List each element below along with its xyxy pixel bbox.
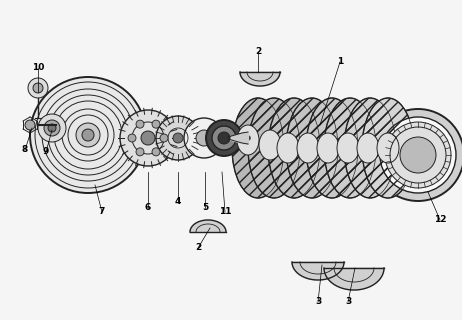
Circle shape	[385, 122, 451, 188]
Circle shape	[160, 134, 168, 142]
Circle shape	[380, 117, 456, 193]
Circle shape	[38, 114, 66, 142]
Circle shape	[76, 123, 100, 147]
Text: 6: 6	[145, 204, 151, 212]
Text: 12: 12	[434, 215, 446, 225]
Ellipse shape	[248, 98, 300, 198]
Text: 2: 2	[195, 244, 201, 252]
Circle shape	[400, 137, 436, 173]
Ellipse shape	[324, 98, 376, 198]
Text: 5: 5	[202, 204, 208, 212]
Circle shape	[28, 78, 48, 98]
Ellipse shape	[337, 133, 359, 163]
Circle shape	[218, 132, 230, 144]
Circle shape	[44, 120, 60, 136]
Circle shape	[212, 126, 236, 150]
Ellipse shape	[317, 133, 339, 163]
Ellipse shape	[357, 133, 379, 163]
Ellipse shape	[237, 125, 259, 155]
Ellipse shape	[344, 98, 396, 198]
Circle shape	[136, 120, 144, 128]
Text: 11: 11	[219, 207, 231, 217]
Circle shape	[128, 134, 136, 142]
Ellipse shape	[232, 98, 284, 198]
Circle shape	[173, 133, 183, 143]
Ellipse shape	[362, 98, 414, 198]
Ellipse shape	[268, 98, 320, 198]
Circle shape	[152, 120, 160, 128]
Ellipse shape	[277, 133, 299, 163]
Ellipse shape	[306, 98, 358, 198]
Polygon shape	[190, 220, 226, 232]
Text: 10: 10	[32, 63, 44, 73]
Circle shape	[120, 110, 176, 166]
Ellipse shape	[259, 130, 281, 160]
Circle shape	[136, 148, 144, 156]
Circle shape	[206, 120, 242, 156]
Ellipse shape	[297, 133, 319, 163]
Circle shape	[25, 120, 35, 130]
Circle shape	[30, 77, 146, 193]
Text: 9: 9	[43, 148, 49, 156]
Circle shape	[48, 124, 56, 132]
Circle shape	[196, 130, 212, 146]
Text: 1: 1	[337, 58, 343, 67]
Text: 3: 3	[345, 298, 351, 307]
Ellipse shape	[286, 98, 338, 198]
Polygon shape	[292, 262, 344, 280]
Circle shape	[141, 131, 155, 145]
Circle shape	[156, 116, 200, 160]
Circle shape	[82, 129, 94, 141]
Circle shape	[33, 83, 43, 93]
Text: 3: 3	[315, 298, 321, 307]
Text: 8: 8	[22, 146, 28, 155]
Ellipse shape	[377, 133, 399, 163]
Circle shape	[184, 118, 224, 158]
Text: 7: 7	[99, 207, 105, 217]
Circle shape	[372, 109, 462, 201]
Polygon shape	[324, 268, 384, 290]
Text: 4: 4	[175, 197, 181, 206]
Text: 2: 2	[255, 47, 261, 57]
Circle shape	[152, 148, 160, 156]
Polygon shape	[240, 72, 280, 86]
